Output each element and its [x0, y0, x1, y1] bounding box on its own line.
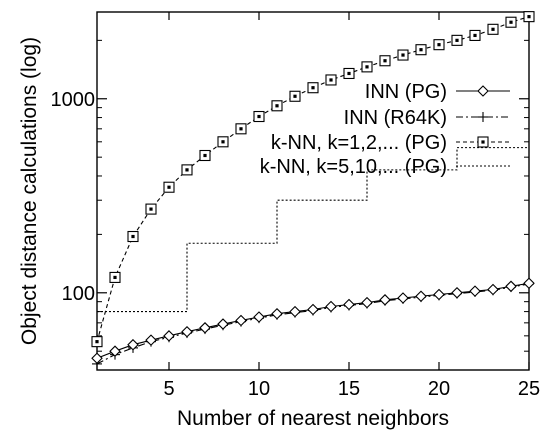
square-marker-center [509, 20, 513, 24]
square-marker-center [257, 114, 261, 119]
x-axis-label: Number of nearest neighbors [177, 407, 449, 430]
y-axis-ticks: 100 1000 [51, 39, 529, 352]
diamond-marker [523, 277, 535, 290]
square-marker-center [149, 207, 153, 211]
diamond-marker [217, 318, 229, 330]
diamond-marker [109, 345, 121, 357]
diamond-marker [325, 300, 337, 313]
diamond-marker [181, 325, 193, 338]
square-marker-center [419, 48, 423, 52]
square-marker-center [481, 140, 485, 144]
plot-frame [96, 11, 530, 371]
series-4 [97, 147, 529, 313]
x-tick-label: 20 [428, 378, 450, 400]
diamond-marker [307, 303, 319, 316]
diamond-marker [145, 334, 157, 346]
diamond-marker [415, 290, 427, 303]
square-marker-center [383, 59, 387, 63]
series-1 [91, 277, 535, 365]
diamond-marker [477, 85, 489, 97]
diamond-marker [379, 294, 391, 306]
diamond-marker [253, 311, 265, 323]
square-marker-center [167, 185, 171, 189]
diamond-marker [127, 338, 139, 351]
legend-label: INN (PG) [365, 81, 447, 103]
legend-label: k-NN, k=5,10,... (PG) [260, 156, 447, 178]
diamond-marker [433, 288, 445, 301]
diamond-marker [487, 283, 499, 296]
series-layer [91, 11, 535, 369]
series-2 [92, 278, 534, 369]
x-tick-label: 10 [248, 378, 270, 400]
square-marker-center [239, 127, 243, 131]
square-marker-center [455, 38, 459, 42]
square-marker-center [401, 53, 405, 57]
diamond-marker [271, 307, 283, 320]
diamond-marker [397, 292, 409, 304]
diamond-marker [361, 296, 373, 309]
square-marker-center [473, 33, 477, 38]
square-marker-center [275, 104, 279, 108]
series-line [96, 282, 530, 359]
x-tick-label: 25 [518, 378, 540, 400]
square-marker-center [311, 86, 315, 90]
legend: INN (PG) INN (R64K) k-NN, k=1,2,... (PG)k-… [260, 81, 510, 178]
y-tick-label: 100 [62, 283, 95, 305]
legend-label: INN (R64K) [344, 107, 447, 129]
diamond-marker [289, 305, 301, 318]
diamond-marker [199, 322, 211, 334]
square-marker-center [491, 27, 495, 31]
diamond-marker [235, 314, 247, 327]
square-marker-center [203, 153, 207, 158]
diamond-marker [451, 287, 463, 299]
square-marker-center [113, 275, 117, 280]
square-marker-center [185, 168, 189, 172]
diamond-marker [163, 330, 175, 342]
y-tick-label: 1000 [51, 89, 96, 111]
diamond-marker [343, 298, 355, 311]
series-3 [91, 11, 535, 348]
square-marker-center [131, 234, 135, 239]
x-axis-ticks: 5 10 15 20 25 [163, 12, 540, 400]
square-marker-center [329, 78, 333, 82]
square-marker-center [437, 43, 441, 47]
diamond-marker [505, 280, 517, 293]
y-axis-label: Object distance calculations (log) [18, 37, 41, 345]
x-tick-label: 5 [163, 378, 174, 400]
square-marker-center [293, 94, 297, 98]
diamond-marker [469, 285, 481, 297]
square-marker-center [95, 340, 99, 344]
legend-label: k-NN, k=1,2,... (PG) [271, 132, 447, 154]
square-marker-center [365, 65, 369, 69]
series-line [96, 283, 530, 365]
square-marker-center [347, 71, 351, 76]
diamond-marker [91, 352, 103, 365]
square-marker-center [221, 140, 225, 144]
square-marker-center [527, 15, 531, 19]
series-line [97, 147, 529, 313]
x-tick-label: 15 [338, 378, 360, 400]
